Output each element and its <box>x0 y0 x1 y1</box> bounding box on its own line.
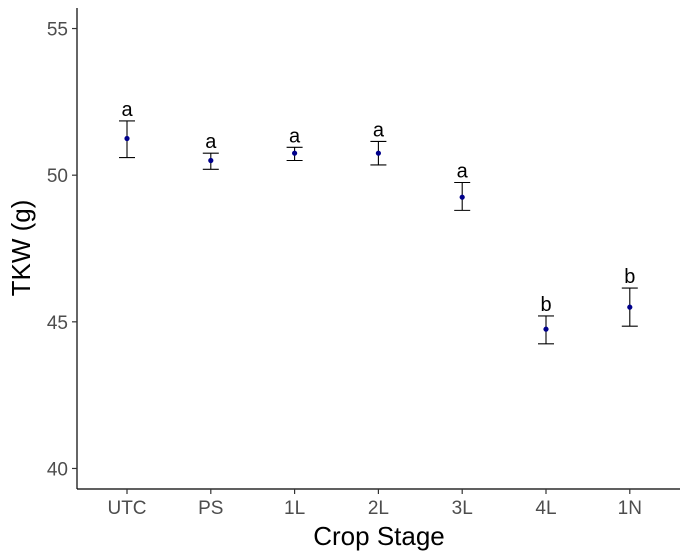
x-tick-label: 2L <box>368 498 389 519</box>
x-tick-label: PS <box>198 498 223 519</box>
group-letter: a <box>289 125 301 147</box>
data-point <box>208 157 214 164</box>
plot-marks: a a a a a b b <box>119 99 638 345</box>
x-tick-label: 3L <box>452 498 473 519</box>
y-tick-label: 40 <box>47 459 68 480</box>
group-letter: a <box>205 131 217 153</box>
x-tick-label: 1N <box>618 498 642 519</box>
data-point <box>627 304 633 310</box>
data-point <box>292 150 298 156</box>
x-tick-label: UTC <box>107 498 146 519</box>
group-letter: a <box>373 119 385 141</box>
group-letter: b <box>624 266 635 288</box>
x-axis-title: Crop Stage <box>313 521 445 551</box>
y-axis-title: TKW (g) <box>6 200 36 297</box>
y-axis: 40 45 50 55 <box>47 8 78 489</box>
data-point <box>459 194 465 200</box>
y-tick-label: 55 <box>47 20 68 41</box>
group-letter: b <box>540 294 551 316</box>
group-letter: a <box>457 161 469 183</box>
y-tick-label: 50 <box>47 166 68 187</box>
data-point <box>543 326 549 332</box>
data-point <box>124 135 130 142</box>
data-point <box>375 150 381 156</box>
y-tick-label: 45 <box>47 313 68 334</box>
group-letter: a <box>121 99 133 121</box>
x-axis: UTC PS 1L 2L 3L 4L 1N <box>77 488 680 519</box>
x-tick-label: 1L <box>284 498 305 519</box>
x-tick-label: 4L <box>535 498 556 519</box>
